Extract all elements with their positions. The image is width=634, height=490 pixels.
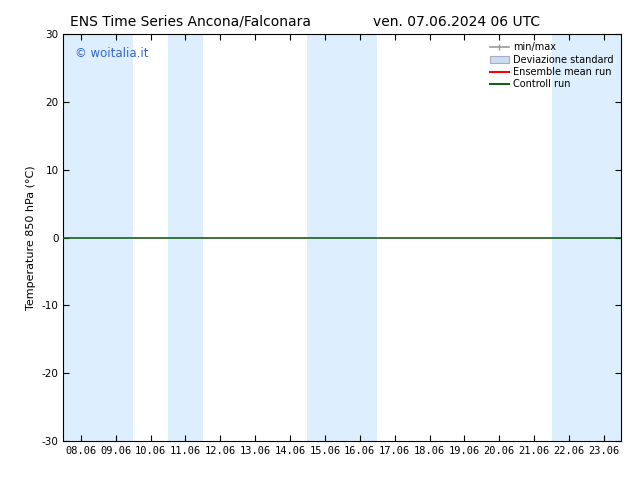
Text: ven. 07.06.2024 06 UTC: ven. 07.06.2024 06 UTC [373,15,540,29]
Bar [98,34,133,441]
Bar [342,34,377,441]
Y-axis label: Temperature 850 hPa (°C): Temperature 850 hPa (°C) [26,165,36,310]
Text: ENS Time Series Ancona/Falconara: ENS Time Series Ancona/Falconara [70,15,311,29]
Bar [586,34,621,441]
Bar [307,34,342,441]
Bar [168,34,203,441]
Text: © woitalia.it: © woitalia.it [75,47,148,59]
Legend: min/max, Deviazione standard, Ensemble mean run, Controll run: min/max, Deviazione standard, Ensemble m… [487,39,616,92]
Bar [63,34,98,441]
Bar [552,34,586,441]
